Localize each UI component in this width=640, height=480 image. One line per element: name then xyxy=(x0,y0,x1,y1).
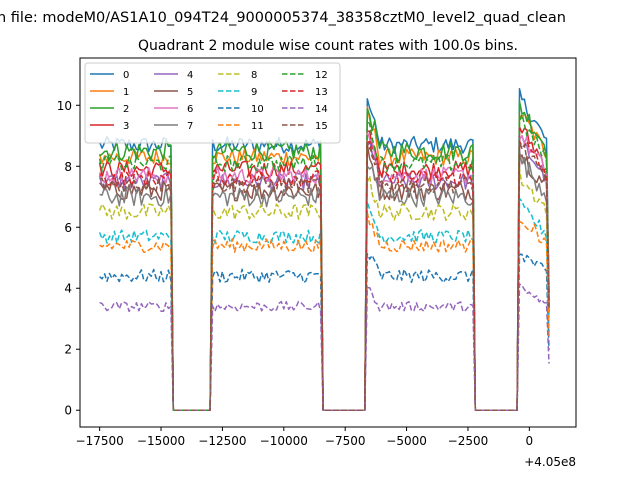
x-tick-label: −12500 xyxy=(198,434,246,448)
legend-entry-13: 13 xyxy=(282,87,328,98)
legend-entry-4: 4 xyxy=(154,70,193,81)
y-axis: 0 2 4 6 8 10 xyxy=(57,99,80,418)
legend-label: 14 xyxy=(315,104,328,115)
legend-entry-3: 3 xyxy=(90,121,129,132)
legend-label: 4 xyxy=(187,70,193,81)
legend-entry-12: 12 xyxy=(282,70,328,81)
legend-label: 7 xyxy=(187,121,193,132)
legend-entry-15: 15 xyxy=(282,121,328,132)
series-line-15 xyxy=(99,140,550,411)
legend-entry-9: 9 xyxy=(218,87,257,98)
series-layer xyxy=(98,88,550,411)
legend-entry-5: 5 xyxy=(154,87,193,98)
x-tick-label: −15000 xyxy=(137,434,185,448)
legend-label: 15 xyxy=(315,121,328,132)
x-tick-label: −10000 xyxy=(260,434,308,448)
legend-label: 12 xyxy=(315,70,328,81)
legend-entry-10: 10 xyxy=(218,104,264,115)
axes-frame xyxy=(79,57,577,428)
legend-label: 10 xyxy=(251,104,264,115)
legend-entry-7: 7 xyxy=(154,121,193,132)
y-tick-label: 4 xyxy=(64,282,72,296)
y-tick-label: 10 xyxy=(57,99,72,113)
legend-entry-14: 14 xyxy=(282,104,328,115)
legend-label: 5 xyxy=(187,87,193,98)
legend-label: 3 xyxy=(123,121,129,132)
x-tick-label: −7500 xyxy=(325,434,366,448)
y-tick-label: 8 xyxy=(64,160,72,174)
legend-entry-1: 1 xyxy=(90,87,129,98)
legend-label: 13 xyxy=(315,87,328,98)
legend-entry-2: 2 xyxy=(90,104,129,115)
figure-suptitle: n file: modeM0/AS1A10_094T24_9000005374_… xyxy=(0,10,566,26)
legend-frame xyxy=(84,62,341,144)
legend-label: 9 xyxy=(251,87,257,98)
y-tick-label: 2 xyxy=(64,343,72,357)
legend-label: 8 xyxy=(251,70,257,81)
x-axis-offset-label: +4.05e8 xyxy=(524,455,576,469)
plot-area xyxy=(98,88,550,411)
x-tick-label: −2500 xyxy=(448,434,489,448)
legend-entry-0: 0 xyxy=(90,70,129,81)
legend-label: 6 xyxy=(187,104,193,115)
legend-label: 1 xyxy=(123,87,129,98)
y-tick-label: 6 xyxy=(64,221,72,235)
chart-title: Quadrant 2 module wise count rates with … xyxy=(138,38,518,54)
legend-label: 0 xyxy=(123,70,129,81)
legend-label: 2 xyxy=(123,104,129,115)
y-tick-label: 0 xyxy=(64,404,72,418)
x-axis: −17500 −15000 −12500 −10000 −7500 −5000 −2500 0 xyxy=(76,427,534,448)
x-tick-label: −17500 xyxy=(76,434,124,448)
legend-entry-11: 11 xyxy=(218,121,264,132)
series-line-14 xyxy=(99,283,550,411)
x-tick-label: −5000 xyxy=(386,434,427,448)
legend-entry-6: 6 xyxy=(154,104,193,115)
legend-label: 11 xyxy=(251,121,264,132)
legend-entry-8: 8 xyxy=(218,70,257,81)
x-tick-label: 0 xyxy=(526,434,534,448)
